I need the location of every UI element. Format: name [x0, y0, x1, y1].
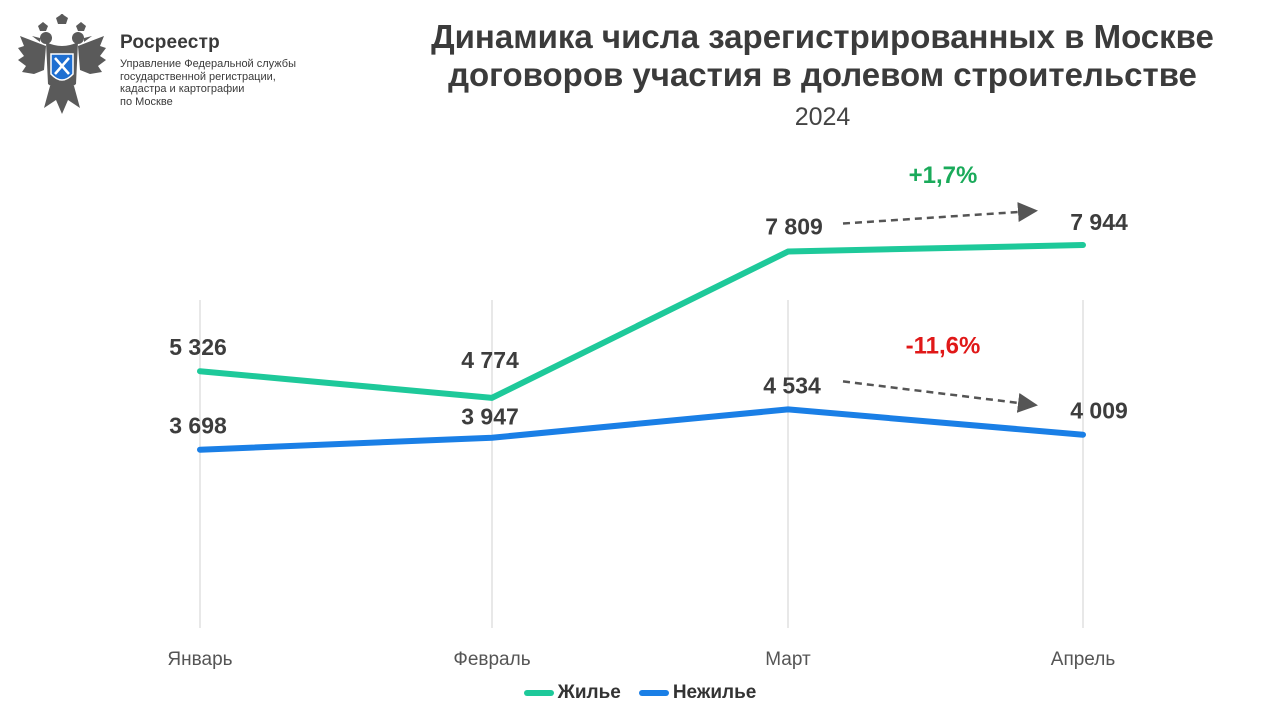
series-line-1 — [197, 406, 1086, 453]
legend-item-nonresidential: Нежилье — [638, 682, 757, 704]
double-headed-eagle-icon — [18, 14, 106, 114]
legend-item-residential: Жилье — [523, 682, 621, 704]
x-tick-label: Февраль — [453, 649, 530, 670]
brand-name: Росреестр — [120, 32, 220, 53]
brand-description: Управление Федеральной службы государств… — [120, 58, 340, 108]
brand-block: Росреестр Управление Федеральной службы … — [16, 14, 336, 124]
trend-arrow — [842, 202, 1038, 225]
x-tick-label: Январь — [167, 649, 232, 670]
chart-subtitle: 2024 — [794, 103, 851, 131]
brand-description-line: кадастра и картографии — [120, 83, 245, 95]
legend-swatch — [638, 690, 669, 696]
data-label: 5 326 — [169, 334, 227, 360]
data-label: 4 534 — [763, 372, 821, 398]
chart-title: Динамика числа зарегистрированных в Моск… — [395, 18, 1250, 94]
data-label: 7 944 — [1070, 209, 1128, 235]
brand-description-line: государственной регистрации, — [120, 70, 276, 83]
series-line-0 — [197, 242, 1086, 401]
x-tick-label: Март — [765, 649, 811, 670]
chart-legend: Жилье Нежилье — [0, 682, 1280, 704]
data-label: 3 947 — [461, 404, 519, 430]
legend-swatch — [523, 690, 554, 696]
data-label: 7 809 — [765, 214, 823, 240]
data-label: 3 698 — [169, 413, 227, 439]
legend-label: Жилье — [557, 682, 621, 703]
data-label: 4 774 — [461, 347, 519, 373]
legend-label: Нежилье — [672, 682, 757, 703]
data-label: 4 009 — [1070, 398, 1128, 424]
change-annotation: +1,7% — [909, 162, 978, 189]
chart-title-line: договоров участия в долевом строительств… — [448, 56, 1197, 93]
trend-arrow — [842, 380, 1038, 413]
change-annotation: -11,6% — [906, 332, 981, 359]
chart-title-line: Динамика числа зарегистрированных в Моск… — [431, 18, 1214, 55]
x-tick-label: Апрель — [1051, 649, 1116, 670]
brand-description-line: Управление Федеральной службы — [120, 58, 296, 70]
brand-description-line: по Москве — [120, 95, 173, 108]
